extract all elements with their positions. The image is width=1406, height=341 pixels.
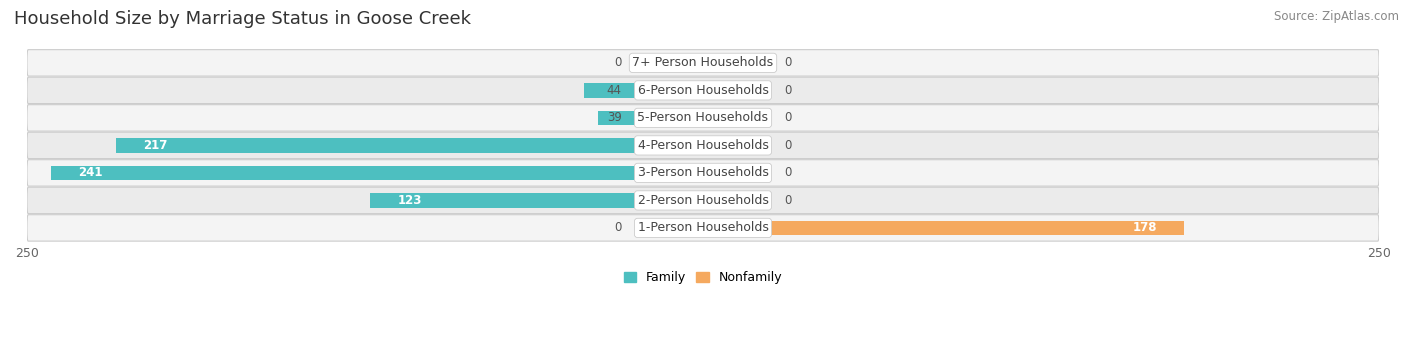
Text: 241: 241 <box>79 166 103 179</box>
FancyBboxPatch shape <box>27 77 1379 104</box>
Text: 6-Person Households: 6-Person Households <box>637 84 769 97</box>
FancyBboxPatch shape <box>27 132 1379 159</box>
Text: 123: 123 <box>398 194 422 207</box>
Bar <box>703 193 770 208</box>
Text: 3-Person Households: 3-Person Households <box>637 166 769 179</box>
Text: 0: 0 <box>785 84 792 97</box>
Text: 1-Person Households: 1-Person Households <box>637 221 769 234</box>
Text: 0: 0 <box>785 194 792 207</box>
FancyBboxPatch shape <box>27 50 1379 76</box>
Text: Source: ZipAtlas.com: Source: ZipAtlas.com <box>1274 10 1399 23</box>
Text: 5-Person Households: 5-Person Households <box>637 112 769 124</box>
Bar <box>117 138 703 152</box>
FancyBboxPatch shape <box>27 215 1379 241</box>
Bar <box>598 111 703 125</box>
Bar <box>703 138 770 152</box>
Text: 0: 0 <box>614 221 621 234</box>
Text: 44: 44 <box>607 84 621 97</box>
Text: 217: 217 <box>143 139 167 152</box>
Text: 0: 0 <box>785 56 792 69</box>
Text: 0: 0 <box>614 56 621 69</box>
Bar <box>583 83 703 98</box>
Text: 0: 0 <box>785 139 792 152</box>
FancyBboxPatch shape <box>27 187 1379 213</box>
FancyBboxPatch shape <box>27 160 1379 186</box>
FancyBboxPatch shape <box>27 105 1379 131</box>
Bar <box>703 221 1184 235</box>
Text: 0: 0 <box>785 166 792 179</box>
Text: 178: 178 <box>1133 221 1157 234</box>
Bar <box>703 83 770 98</box>
Text: Household Size by Marriage Status in Goose Creek: Household Size by Marriage Status in Goo… <box>14 10 471 28</box>
Bar <box>703 111 770 125</box>
Text: 4-Person Households: 4-Person Households <box>637 139 769 152</box>
Text: 0: 0 <box>785 112 792 124</box>
Bar <box>636 221 703 235</box>
Bar <box>636 56 703 70</box>
Bar <box>703 56 770 70</box>
Text: 2-Person Households: 2-Person Households <box>637 194 769 207</box>
Bar <box>370 193 703 208</box>
Text: 39: 39 <box>607 112 621 124</box>
Bar <box>51 166 703 180</box>
Text: 7+ Person Households: 7+ Person Households <box>633 56 773 69</box>
Legend: Family, Nonfamily: Family, Nonfamily <box>619 266 787 290</box>
Bar <box>703 166 770 180</box>
